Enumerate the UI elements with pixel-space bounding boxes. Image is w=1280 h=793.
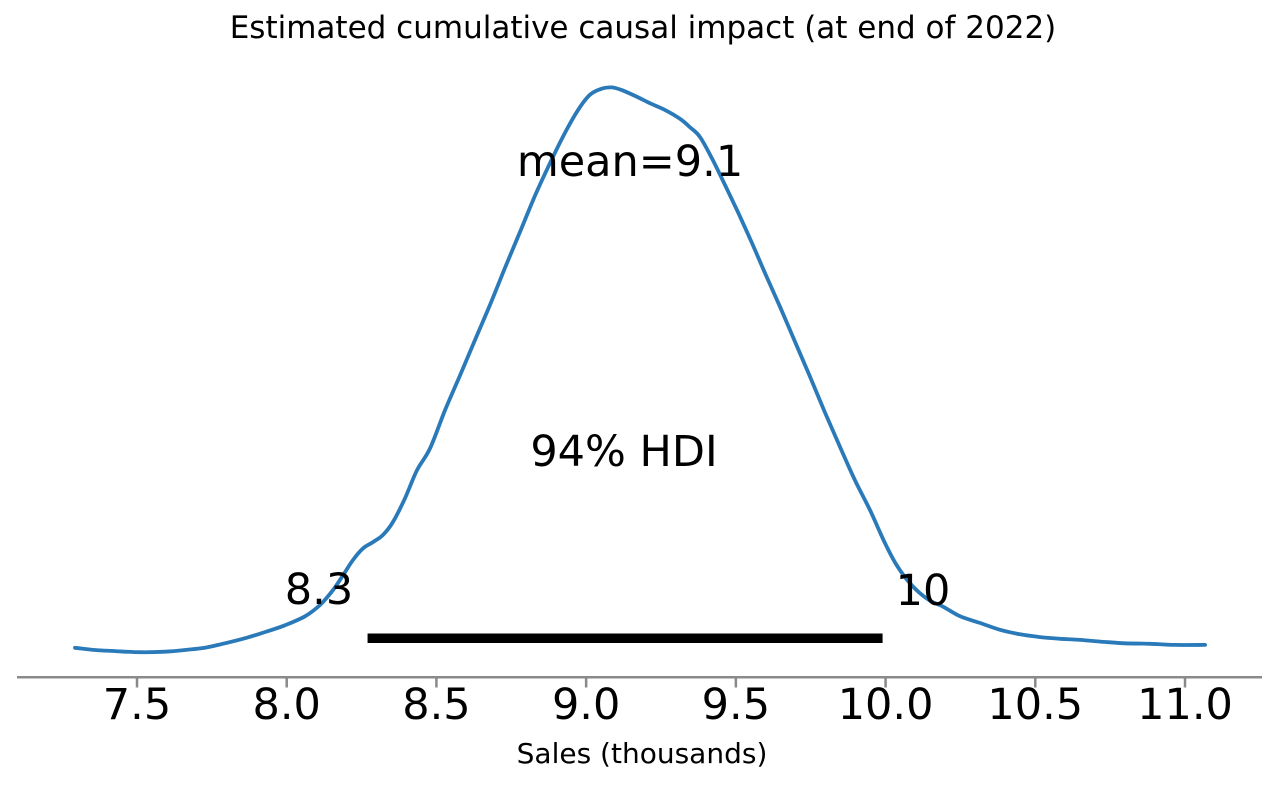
x-tick-label: 11.0 [1137,680,1233,730]
x-axis-spine [17,676,1262,679]
x-tick-label: 7.5 [102,680,172,730]
hdi-bar [367,633,883,643]
x-tick-label: 10.0 [837,680,934,730]
x-axis-tick [734,676,738,688]
x-axis-tick [1183,676,1187,688]
x-axis-tick [285,676,288,688]
kde-curve [73,85,1207,655]
x-axis-label: Sales (thousands) [516,737,768,770]
hdi-lower-bound-label: 8.3 [284,565,354,615]
x-tick-label: 8.0 [252,680,321,730]
x-axis-tick [135,676,139,688]
x-axis-tick [435,676,438,688]
mean-annotation: mean=9.1 [516,137,744,187]
x-tick-label: 10.5 [987,680,1084,730]
x-axis-tick [584,676,588,688]
x-tick-label: 9.5 [701,680,771,730]
x-tick-label: 9.0 [551,680,621,730]
x-axis-tick [884,676,887,688]
hdi-upper-bound-label: 10 [895,566,951,616]
x-tick-label: 8.5 [402,680,471,730]
x-axis-tick [1034,676,1037,688]
hdi-interval-annotation: 94% HDI [530,427,718,477]
chart-title: Estimated cumulative causal impact (at e… [229,10,1057,46]
